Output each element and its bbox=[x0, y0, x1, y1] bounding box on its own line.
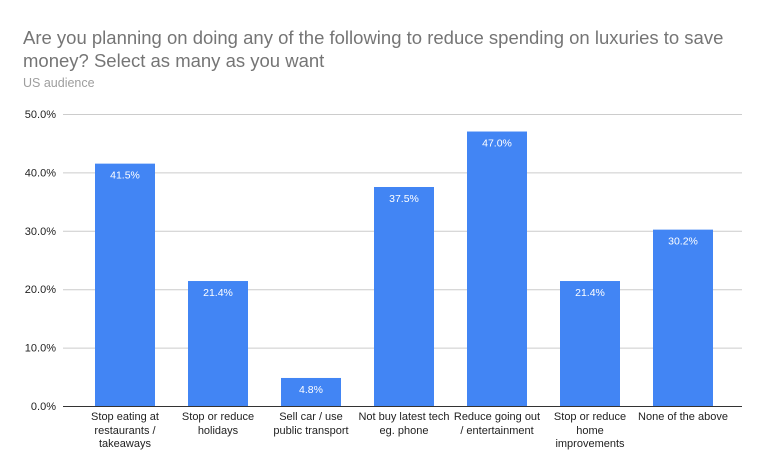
y-tick-label: 10.0% bbox=[25, 343, 56, 355]
data-label: 41.5% bbox=[110, 170, 140, 182]
x-tick-label: Stop or reduce holidays bbox=[181, 411, 255, 437]
chart-subtitle: US audience bbox=[23, 76, 95, 90]
bar bbox=[188, 281, 248, 406]
x-tick-label: Stop eating at restaurants / takeaways bbox=[91, 411, 159, 450]
y-tick-label: 0.0% bbox=[31, 401, 56, 413]
data-label: 30.2% bbox=[668, 236, 698, 248]
bar bbox=[374, 187, 434, 406]
data-label: 21.4% bbox=[575, 287, 605, 299]
chart-title: Are you planning on doing any of the fol… bbox=[23, 27, 724, 71]
bar bbox=[653, 229, 713, 406]
x-tick-label: Stop or reduce home improvements bbox=[553, 411, 627, 450]
data-label: 37.5% bbox=[389, 193, 419, 205]
y-tick-label: 20.0% bbox=[25, 284, 56, 296]
y-tick-label: 50.0% bbox=[25, 109, 56, 121]
bar bbox=[467, 131, 527, 406]
data-label: 47.0% bbox=[482, 138, 512, 150]
y-tick-label: 40.0% bbox=[25, 167, 56, 179]
x-tick-label: Reduce going out / entertainment bbox=[453, 411, 541, 437]
x-tick-label: Sell car / use public transport bbox=[273, 411, 349, 437]
bar bbox=[281, 377, 341, 406]
x-tick-label: Not buy latest tech eg. phone bbox=[358, 411, 450, 437]
bar bbox=[95, 163, 155, 406]
data-label: 21.4% bbox=[203, 287, 233, 299]
x-tick-label: None of the above bbox=[638, 411, 728, 423]
data-label: 4.8% bbox=[299, 384, 323, 396]
y-tick-label: 30.0% bbox=[25, 226, 56, 238]
bar bbox=[560, 281, 620, 406]
